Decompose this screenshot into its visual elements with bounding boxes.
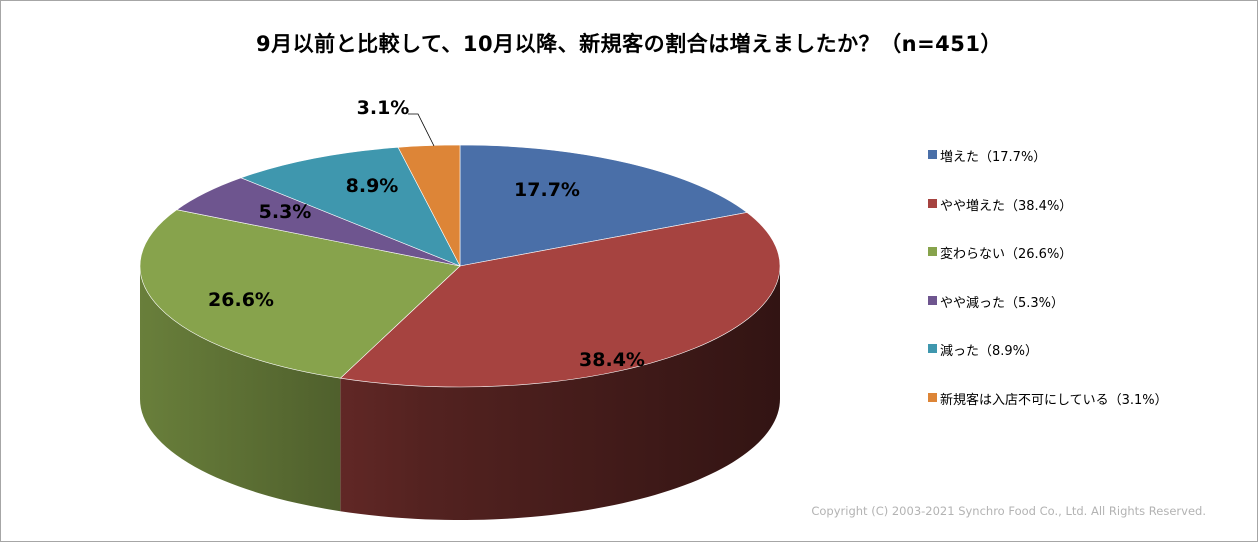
legend-label: やや増えた（38.4%） (940, 198, 1073, 214)
legend-swatch (928, 150, 937, 159)
legend-swatch (928, 247, 937, 256)
pie-slice-0 (459, 144, 748, 267)
data-label-1: 38.4% (579, 349, 645, 371)
pie-slice-1 (339, 212, 781, 388)
pie-slice-4 (240, 146, 461, 267)
data-label-0: 17.7% (514, 179, 580, 201)
leader-line (408, 113, 435, 147)
pie-slice-2 (139, 209, 461, 379)
legend-label: やや減った（5.3%） (940, 295, 1065, 311)
legend-label: 新規客は入店不可にしている（3.1%） (940, 392, 1168, 408)
legend-label: 変わらない（26.6%） (940, 247, 1073, 262)
data-label-5: 3.1% (357, 97, 410, 119)
copyright-notice: Copyright (C) 2003-2021 Synchro Food Co.… (811, 504, 1206, 518)
pie-slice-5 (397, 144, 461, 267)
chart-legend: 増えた（17.7%） やや増えた（38.4%） 変わらない（26.6%） やや減った（… (928, 146, 1168, 437)
legend-item: 変わらない（26.6%） (928, 243, 1168, 292)
chart-title: 9月以前と比較して、10月以降、新規客の割合は増えましたか？（n=451） (255, 32, 1003, 56)
data-label-4: 8.9% (346, 175, 399, 197)
legend-label: 増えた（17.7%） (940, 150, 1047, 165)
data-label-3: 5.3% (259, 201, 312, 223)
legend-swatch (928, 198, 937, 208)
legend-swatch (928, 392, 937, 402)
legend-item: 増えた（17.7%） (928, 146, 1168, 195)
legend-swatch (928, 344, 937, 353)
legend-label: 減った（8.9%） (940, 344, 1039, 359)
data-label-2: 26.6% (208, 289, 274, 311)
legend-item: 新規客は入店不可にしている（3.1%） (928, 389, 1168, 438)
legend-item: 減った（8.9%） (928, 340, 1168, 389)
legend-item: やや減った（5.3%） (928, 292, 1168, 341)
pie-side-1 (340, 266, 780, 520)
legend-item: やや増えた（38.4%） (928, 195, 1168, 244)
pie-side-2 (140, 266, 341, 512)
legend-swatch (928, 295, 937, 305)
